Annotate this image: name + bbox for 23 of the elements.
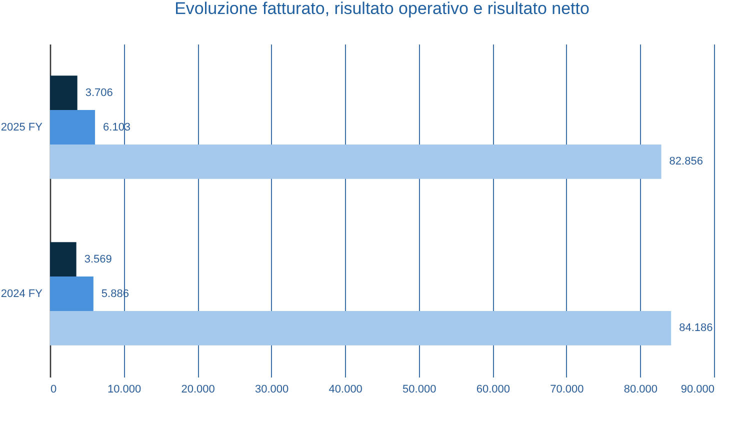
bar (50, 144, 662, 179)
x-tick-label: 30.000 (255, 384, 289, 396)
x-tick-label: 0 (50, 384, 57, 396)
bar (50, 110, 96, 144)
x-tick-label: 90.000 (680, 384, 714, 396)
bar (50, 310, 672, 346)
bar (50, 276, 94, 311)
bar (50, 242, 76, 277)
chart-title: Evoluzione fatturato, risultato operativo e risultato netto (174, 0, 590, 18)
bar (50, 76, 78, 110)
data-label: 84.186 (679, 322, 713, 334)
y-tick-label: 2025 FY (0, 121, 44, 134)
x-tick-label: 40.000 (328, 384, 362, 396)
x-tick-label: 50.000 (402, 384, 436, 396)
x-tick-label: 80.000 (624, 384, 658, 396)
y-tick-label: 2024 FY (0, 288, 44, 300)
x-tick-label: 20.000 (181, 384, 215, 396)
x-tick-label: 60.000 (476, 384, 510, 396)
x-tick-label: 70.000 (550, 384, 584, 396)
data-label: 82.856 (669, 156, 703, 168)
x-tick-label: 10.000 (107, 384, 142, 396)
data-label: 3.569 (84, 253, 112, 266)
data-label: 3.706 (85, 86, 113, 99)
